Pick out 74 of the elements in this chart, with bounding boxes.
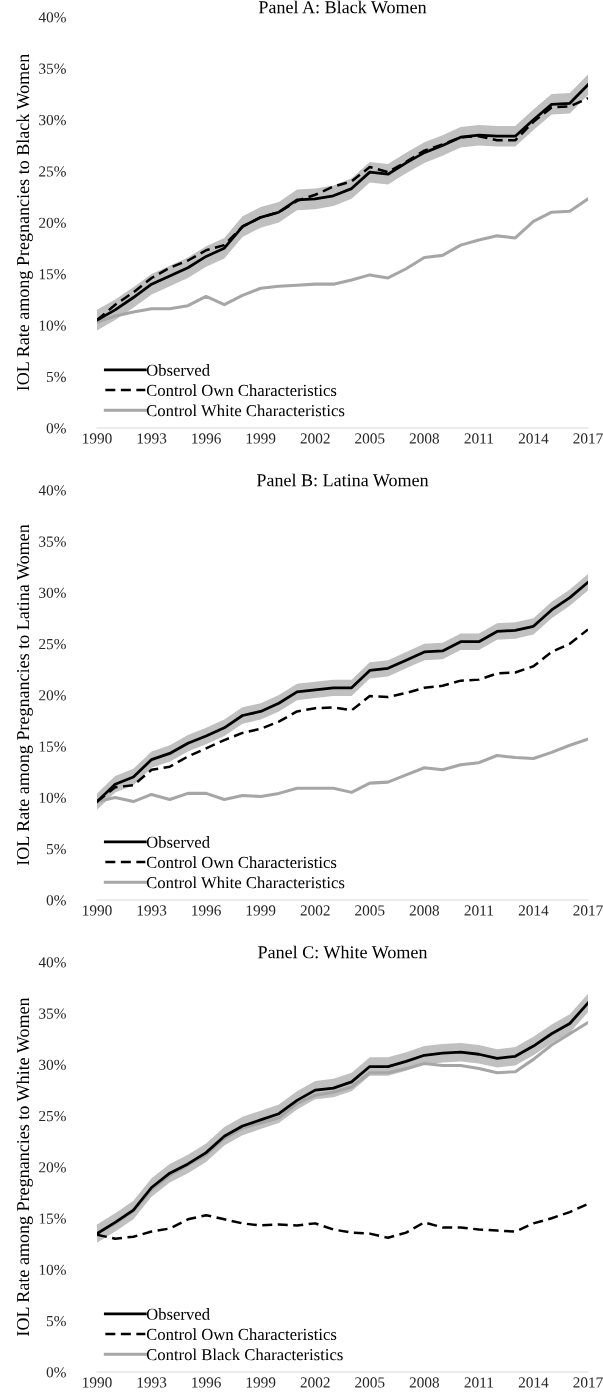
- x-tick-label: 1996: [192, 905, 221, 916]
- y-tick-label: 40%: [38, 12, 66, 23]
- y-tick-label: 25%: [39, 1110, 66, 1122]
- y-tick-label: 40%: [38, 957, 66, 968]
- y-tick-label: 5%: [46, 371, 66, 383]
- y-axis-title: IOL Rate among Pregnancies to Black Women: [16, 54, 33, 391]
- x-tick-label: 2005: [355, 433, 385, 444]
- y-tick-label: 20%: [39, 690, 66, 701]
- x-tick-label: 1996: [192, 433, 221, 444]
- y-tick-label: 15%: [39, 269, 66, 280]
- legend-label: Control White Characteristics: [146, 404, 345, 417]
- y-tick-label: 5%: [46, 1315, 66, 1327]
- y-tick-label: 35%: [39, 1008, 66, 1019]
- y-tick-label: 20%: [39, 217, 66, 228]
- legend-label: Control Own Characteristics: [146, 856, 337, 869]
- y-tick-label: 35%: [39, 536, 66, 547]
- legend-label: Control Own Characteristics: [146, 1328, 337, 1341]
- x-tick-label: 2011: [464, 905, 493, 916]
- legend-label: Control Own Characteristics: [146, 384, 337, 397]
- line-series: [97, 197, 588, 324]
- x-tick-label: 2014: [518, 905, 549, 916]
- chart-title: Panel C: White Women: [258, 945, 428, 959]
- x-tick-label: 1990: [83, 905, 112, 916]
- x-tick-label: 1999: [246, 433, 276, 444]
- y-tick-label: 15%: [39, 1213, 66, 1224]
- legend-label: Control White Characteristics: [146, 876, 345, 889]
- y-axis-title: IOL Rate among Pregnancies to Latina Women: [17, 524, 33, 866]
- y-tick-label: 25%: [39, 638, 66, 650]
- x-tick-label: 2008: [409, 905, 440, 916]
- y-tick-label: 15%: [39, 741, 66, 752]
- y-tick-label: 30%: [39, 1059, 66, 1070]
- x-tick-label: 2014: [518, 1377, 549, 1388]
- x-tick-label: 2005: [355, 1377, 385, 1388]
- x-tick-label: 2014: [518, 433, 549, 444]
- y-tick-label: 5%: [46, 843, 66, 855]
- x-tick-label: 2017: [573, 433, 603, 444]
- x-tick-label: 2005: [355, 905, 385, 916]
- y-tick-label: 30%: [39, 114, 66, 126]
- y-tick-label: 10%: [39, 320, 66, 331]
- legend-label: Control Black Characteristics: [146, 1348, 343, 1361]
- x-tick-label: 2002: [300, 1377, 330, 1388]
- y-tick-label: 0%: [46, 895, 66, 906]
- x-tick-label: 1996: [192, 1377, 221, 1388]
- x-tick-label: 2011: [464, 433, 493, 444]
- x-tick-label: 2011: [464, 1377, 493, 1388]
- x-tick-label: 1990: [83, 433, 112, 444]
- chart-title: Panel B: Latina Women: [256, 473, 429, 487]
- y-tick-label: 25%: [39, 166, 66, 177]
- legend-label: Observed: [146, 1308, 210, 1320]
- x-tick-label: 1999: [246, 905, 276, 916]
- y-tick-label: 40%: [38, 485, 66, 496]
- y-tick-label: 20%: [39, 1162, 66, 1173]
- x-tick-label: 2017: [573, 1377, 603, 1388]
- chart-title: Panel A: Black Women: [258, 0, 427, 14]
- x-tick-label: 2008: [409, 433, 440, 444]
- y-axis-title: IOL Rate among Pregnancies to White Women: [16, 997, 33, 1336]
- line-series: [97, 737, 588, 804]
- x-tick-label: 2008: [409, 1377, 440, 1388]
- x-tick-label: 1993: [137, 905, 167, 916]
- legend-label: Observed: [146, 364, 210, 376]
- y-tick-label: 10%: [39, 1264, 66, 1275]
- y-tick-label: 10%: [39, 792, 66, 803]
- x-tick-label: 2017: [573, 905, 603, 916]
- x-tick-label: 2002: [300, 433, 330, 444]
- x-tick-label: 1990: [83, 1377, 112, 1388]
- x-tick-label: 1999: [246, 1377, 276, 1388]
- x-tick-label: 1993: [137, 433, 167, 444]
- y-tick-label: 30%: [39, 587, 66, 598]
- y-tick-label: 0%: [46, 423, 66, 434]
- y-tick-label: 0%: [46, 1367, 66, 1378]
- y-tick-label: 35%: [39, 63, 66, 74]
- x-tick-label: 1993: [137, 1377, 167, 1388]
- x-tick-label: 2002: [300, 905, 330, 916]
- legend-label: Observed: [146, 836, 210, 848]
